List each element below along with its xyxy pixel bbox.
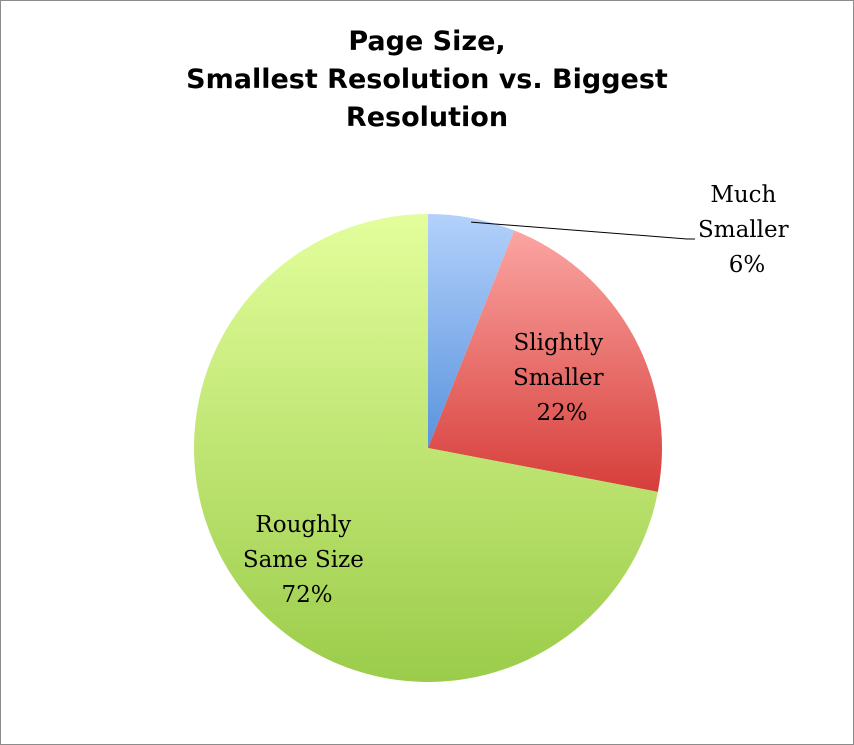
slice-label-slightly-smaller-line-1: Slightly [514, 330, 604, 356]
pie-slice-slightly-smaller [428, 230, 663, 492]
pie-slice-roughly-same-size [194, 214, 658, 682]
slice-label-slightly-smaller-line-2: Smaller [513, 365, 604, 391]
chart-title-line-2: Smallest Resolution vs. Biggest [186, 64, 668, 95]
slice-label-slightly-smaller: Slightly Smaller 22% [513, 330, 611, 426]
pie-slices [194, 214, 663, 682]
slice-label-roughly-same-size-line-1: Roughly [255, 512, 351, 538]
slice-value-roughly-same-size: 72% [281, 582, 332, 608]
slice-label-much-smaller-line-1: Much [710, 182, 776, 208]
chart-title-line-3: Resolution [345, 102, 509, 133]
slice-value-much-smaller: 6% [729, 252, 766, 278]
chart-title-line-1: Page Size, [348, 26, 506, 57]
chart-title: Page Size, Smallest Resolution vs. Bigge… [1, 23, 853, 137]
slice-label-roughly-same-size-line-2: Same Size [243, 547, 364, 573]
leader-lines [471, 221, 695, 240]
pie-slice-much-smaller [428, 214, 515, 448]
leader-line-much-smaller [471, 221, 695, 240]
slice-label-much-smaller: Much Smaller 6% [698, 182, 796, 278]
slice-label-much-smaller-line-2: Smaller [698, 217, 789, 243]
slice-value-slightly-smaller: 22% [536, 400, 587, 426]
slice-label-roughly-same-size: Roughly Same Size 72% [243, 512, 371, 608]
